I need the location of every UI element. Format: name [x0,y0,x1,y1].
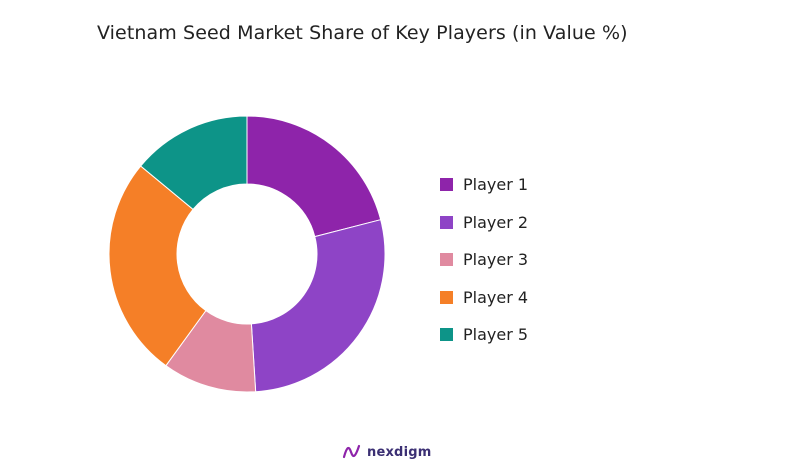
legend-swatch [440,290,453,304]
legend-swatch [440,178,453,192]
legend-swatch [440,253,453,267]
donut-slice-5 [139,115,248,211]
chart-legend: Player 1 Player 2 Player 3 Player 4 Player 5 [440,166,528,354]
legend-label: Player 2 [463,212,529,232]
legend-label: Player 3 [463,250,529,270]
donut-slice-4 [108,165,207,367]
legend-item-2: Player 2 [440,204,528,242]
legend-item-3: Player 3 [440,241,528,279]
donut-slice-1 [246,115,382,238]
legend-swatch [440,215,453,229]
legend-swatch [440,328,453,342]
legend-label: Player 1 [463,175,529,195]
brand-logo: nexdigm [341,442,431,462]
nexdigm-logo-icon [342,444,361,459]
chart-title: Vietnam Seed Market Share of Key Players… [97,22,628,44]
legend-item-5: Player 5 [440,316,528,354]
brand-name: nexdigm [367,444,432,460]
legend-item-1: Player 1 [440,166,528,204]
legend-label: Player 5 [463,325,529,345]
legend-label: Player 4 [463,287,529,307]
donut-slice-2 [250,219,386,393]
legend-item-4: Player 4 [440,279,528,317]
